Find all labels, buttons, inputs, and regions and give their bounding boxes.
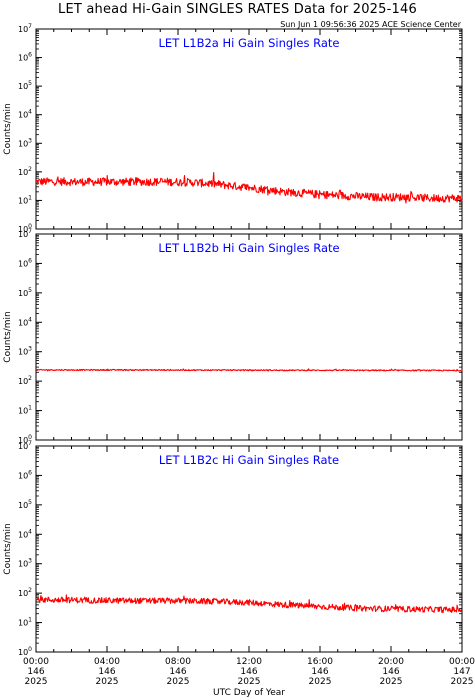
y-tick-label: 101 xyxy=(18,617,32,628)
x-tick-label-doy: 146 xyxy=(311,667,328,677)
y-tick-label: 101 xyxy=(18,194,32,205)
y-tick-label: 104 xyxy=(18,109,32,120)
panel-title: LET L1B2b Hi Gain Singles Rate xyxy=(158,241,339,255)
panel-1: 100 101 102 103 104 105 106 107 Counts/min LET L1… xyxy=(3,23,463,234)
y-axis-label: Counts/min xyxy=(3,523,13,574)
x-tick-label-time: 08:00 xyxy=(165,657,191,667)
page-title: LET ahead Hi-Gain SINGLES RATES Data for… xyxy=(58,2,417,17)
x-tick-label-time: 12:00 xyxy=(236,657,262,667)
y-tick-label: 107 xyxy=(18,440,32,451)
x-axis-label: UTC Day of Year xyxy=(213,688,285,698)
x-tick-label-year: 2025 xyxy=(167,677,190,687)
x-tick-label-doy: 146 xyxy=(98,667,115,677)
x-tick-label-year: 2025 xyxy=(380,677,403,687)
plot-frame xyxy=(35,445,463,653)
y-tick-label: 101 xyxy=(18,405,32,416)
y-tick-label: 107 xyxy=(18,228,32,239)
panel-title: LET L1B2a Hi Gain Singles Rate xyxy=(159,36,340,50)
y-tick-label: 107 xyxy=(18,23,32,34)
y-tick-label: 103 xyxy=(18,558,32,569)
plot-frame xyxy=(35,233,463,441)
panel-2: 100 101 102 103 104 105 106 107 Counts/min LET L1… xyxy=(3,228,463,445)
y-tick-label: 105 xyxy=(18,287,32,298)
x-tick-label-time: 04:00 xyxy=(94,657,120,667)
x-tick-label-year: 2025 xyxy=(25,677,48,687)
y-tick-label: 104 xyxy=(18,528,32,539)
y-tick-label: 105 xyxy=(18,80,32,91)
plot-frame xyxy=(35,28,463,230)
y-tick-label: 105 xyxy=(18,499,32,510)
x-tick-label-doy: 146 xyxy=(382,667,399,677)
y-tick-label: 102 xyxy=(18,166,32,177)
x-tick-label-time: 00:00 xyxy=(23,657,49,667)
x-tick-label-doy: 147 xyxy=(453,667,470,677)
x-tick-label-doy: 146 xyxy=(169,667,186,677)
x-tick-label-year: 2025 xyxy=(96,677,119,687)
x-tick-label-year: 2025 xyxy=(451,677,474,687)
series-line xyxy=(35,172,463,204)
y-tick-label: 100 xyxy=(18,223,32,234)
panel-3: 100 101 102 103 104 105 106 107 Counts/min LET L1… xyxy=(3,440,463,657)
series-line xyxy=(35,368,463,372)
y-axis-label: Counts/min xyxy=(3,311,13,362)
x-tick-label-doy: 146 xyxy=(27,667,44,677)
y-tick-label: 102 xyxy=(18,375,32,386)
x-tick-label-time: 16:00 xyxy=(307,657,333,667)
timestamp-stamp: Sun Jun 1 09:56:36 2025 ACE Science Cent… xyxy=(280,20,461,29)
y-tick-label: 106 xyxy=(18,257,32,268)
x-tick-label-year: 2025 xyxy=(309,677,332,687)
series-line xyxy=(35,594,463,614)
x-tick-label-doy: 146 xyxy=(240,667,257,677)
y-tick-label: 106 xyxy=(18,469,32,480)
y-tick-label: 103 xyxy=(18,137,32,148)
x-tick-label-time: 20:00 xyxy=(378,657,404,667)
y-tick-label: 106 xyxy=(18,52,32,63)
y-tick-label: 100 xyxy=(18,646,32,657)
x-tick-label-year: 2025 xyxy=(238,677,261,687)
panel-title: LET L1B2c Hi Gain Singles Rate xyxy=(159,453,339,467)
y-tick-label: 104 xyxy=(18,316,32,327)
y-tick-label: 102 xyxy=(18,587,32,598)
x-tick-label-time: 00:00 xyxy=(449,657,475,667)
y-tick-label: 103 xyxy=(18,346,32,357)
y-axis-label: Counts/min xyxy=(3,103,13,154)
y-tick-label: 100 xyxy=(18,434,32,445)
